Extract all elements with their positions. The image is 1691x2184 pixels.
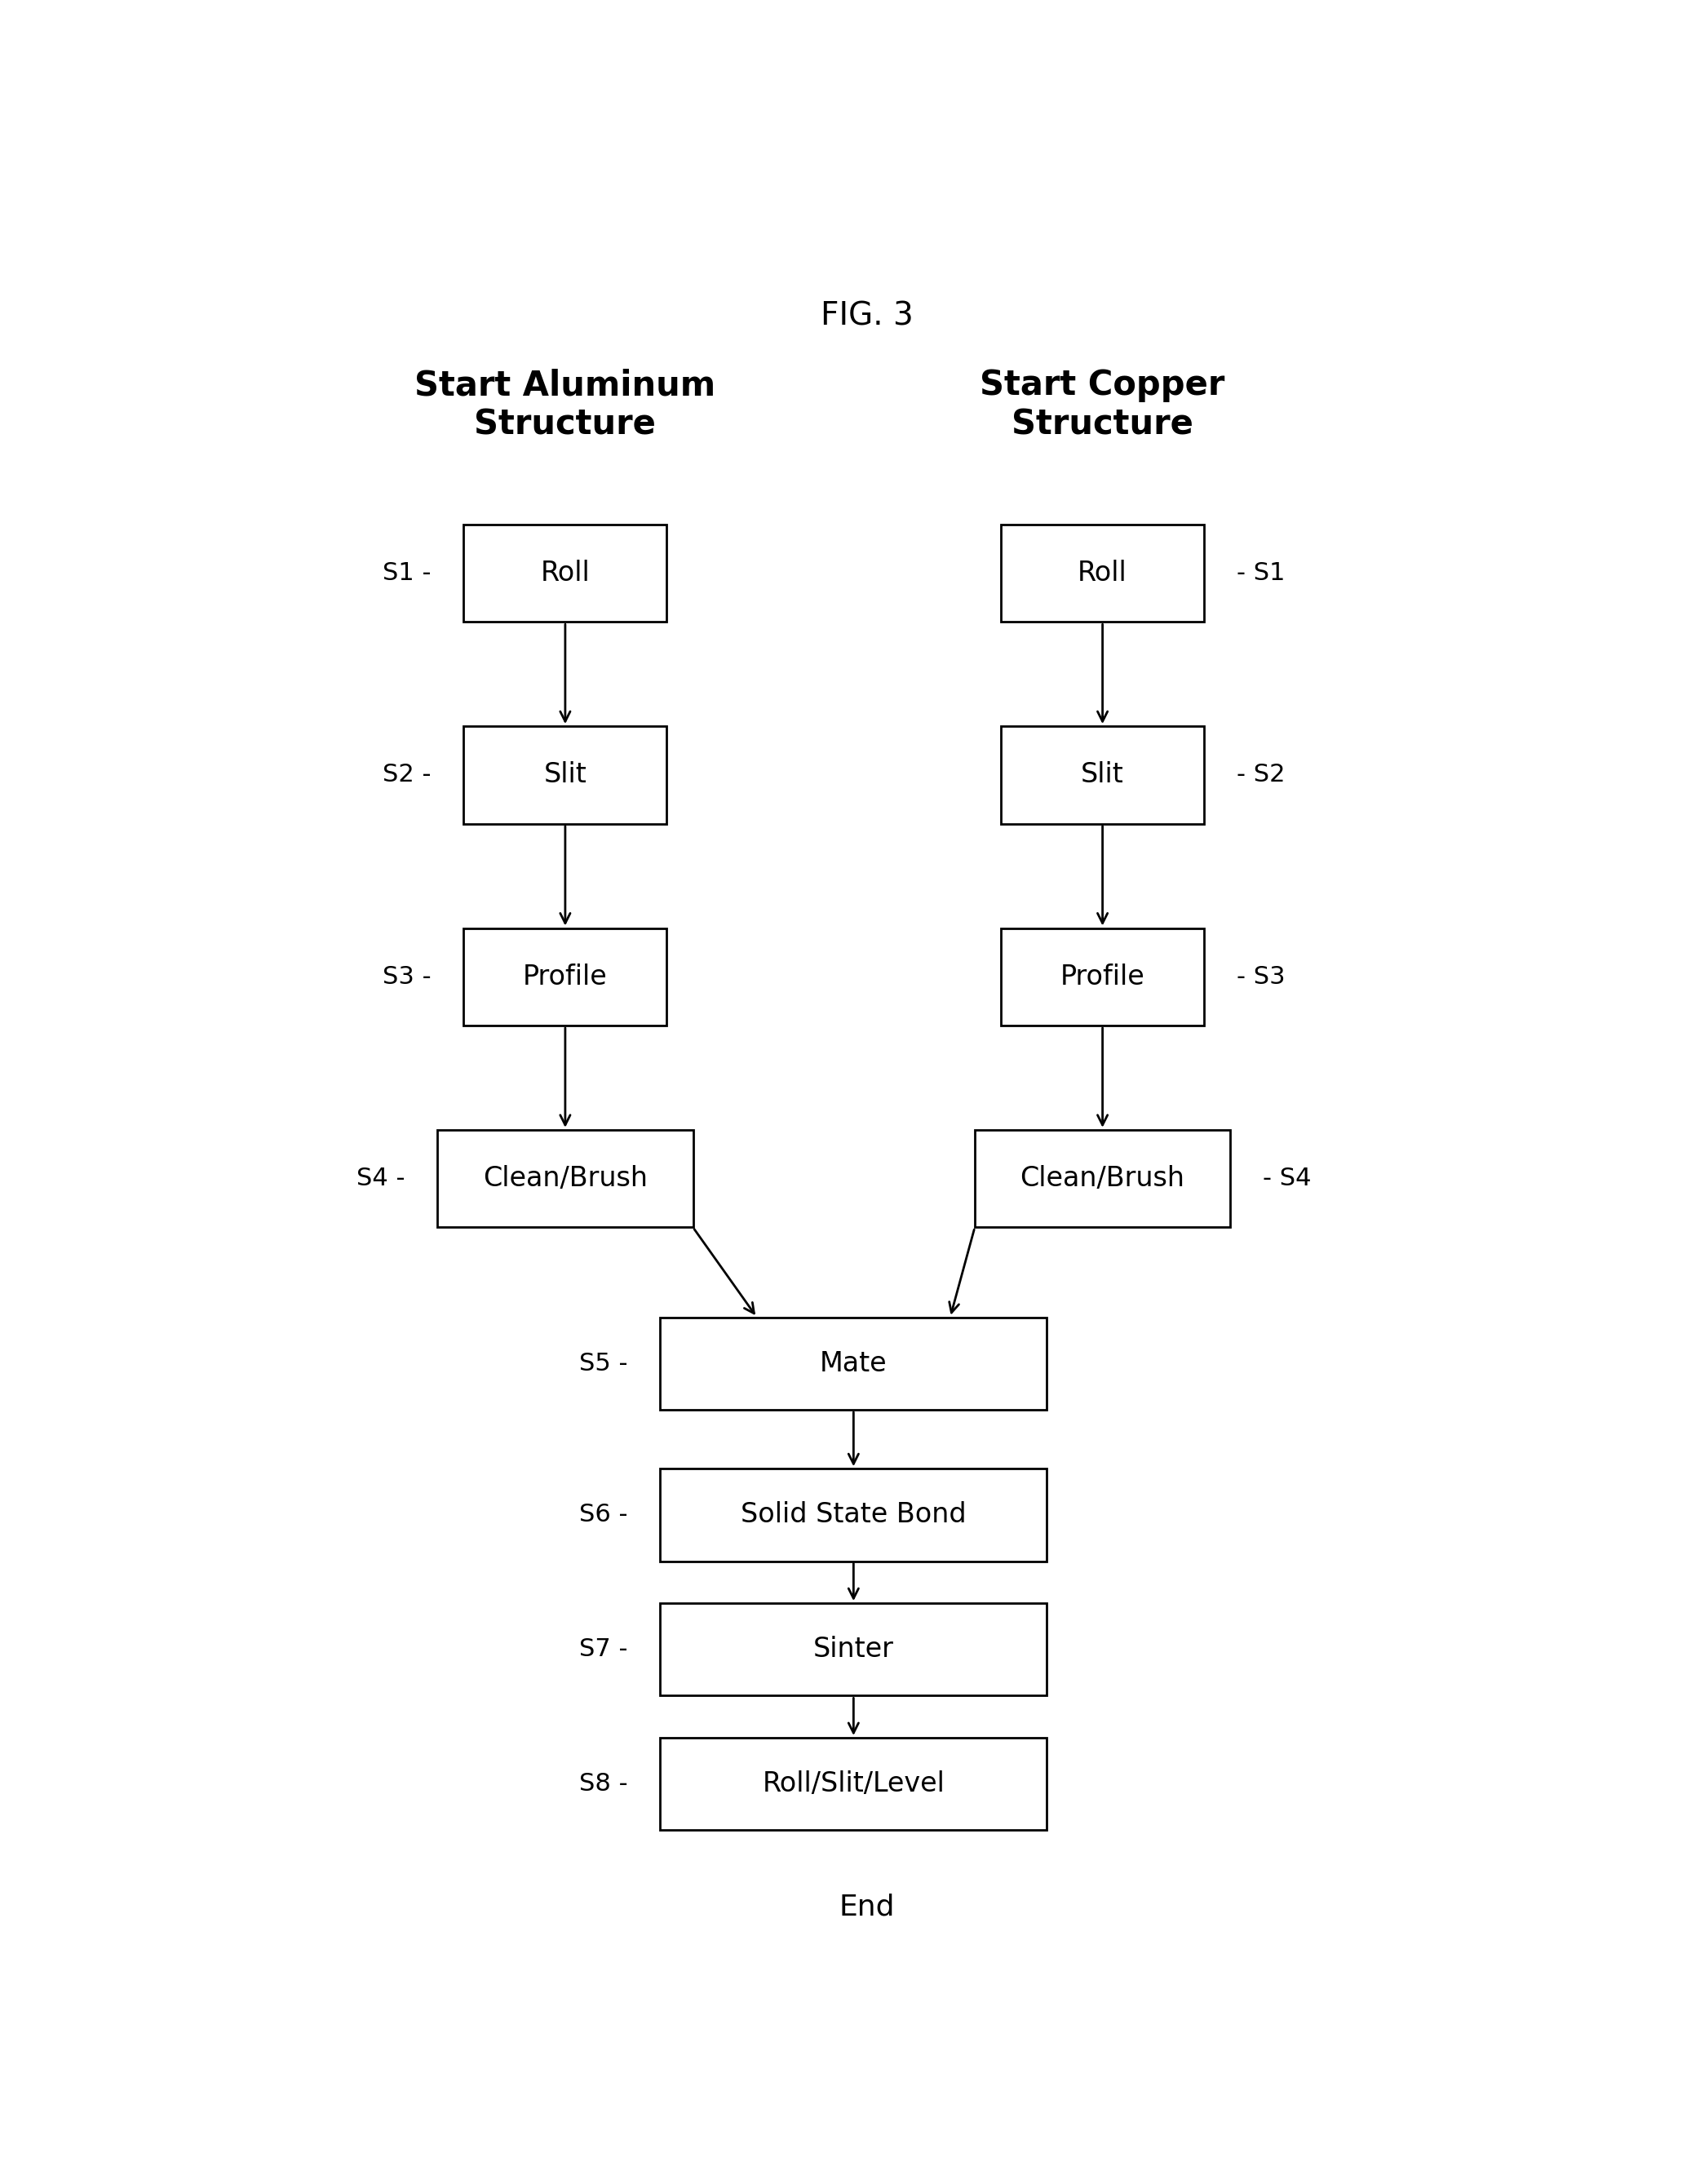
FancyBboxPatch shape xyxy=(438,1129,693,1227)
FancyBboxPatch shape xyxy=(659,1738,1047,1830)
FancyBboxPatch shape xyxy=(659,1468,1047,1562)
Text: Start Copper
Structure: Start Copper Structure xyxy=(981,369,1224,441)
Text: Start Aluminum
Structure: Start Aluminum Structure xyxy=(414,369,715,441)
Text: S4 -: S4 - xyxy=(357,1166,404,1190)
FancyBboxPatch shape xyxy=(659,1317,1047,1411)
Text: Clean/Brush: Clean/Brush xyxy=(1020,1164,1185,1192)
Text: S2 -: S2 - xyxy=(382,762,431,786)
Text: Slit: Slit xyxy=(545,762,587,788)
Text: S1 -: S1 - xyxy=(382,561,431,585)
FancyBboxPatch shape xyxy=(463,727,666,823)
Text: Sinter: Sinter xyxy=(813,1636,895,1662)
Text: FIG. 3: FIG. 3 xyxy=(820,301,913,332)
Text: Roll: Roll xyxy=(541,559,590,587)
Text: Roll: Roll xyxy=(1077,559,1128,587)
FancyBboxPatch shape xyxy=(1001,524,1204,622)
Text: Mate: Mate xyxy=(820,1350,888,1378)
Text: S3 -: S3 - xyxy=(382,965,431,989)
FancyBboxPatch shape xyxy=(463,524,666,622)
Text: S5 -: S5 - xyxy=(578,1352,627,1376)
Text: Slit: Slit xyxy=(1081,762,1125,788)
Text: - S3: - S3 xyxy=(1236,965,1285,989)
Text: Solid State Bond: Solid State Bond xyxy=(741,1500,966,1529)
Text: S8 -: S8 - xyxy=(578,1771,627,1795)
FancyBboxPatch shape xyxy=(463,928,666,1026)
Text: - S4: - S4 xyxy=(1263,1166,1312,1190)
Text: - S2: - S2 xyxy=(1236,762,1285,786)
Text: Profile: Profile xyxy=(523,963,607,989)
Text: S6 -: S6 - xyxy=(578,1503,627,1527)
FancyBboxPatch shape xyxy=(659,1603,1047,1695)
Text: Profile: Profile xyxy=(1060,963,1145,989)
Text: - S1: - S1 xyxy=(1236,561,1285,585)
Text: End: End xyxy=(839,1894,895,1920)
Text: S7 -: S7 - xyxy=(578,1638,627,1662)
FancyBboxPatch shape xyxy=(1001,727,1204,823)
FancyBboxPatch shape xyxy=(974,1129,1231,1227)
FancyBboxPatch shape xyxy=(1001,928,1204,1026)
Text: Clean/Brush: Clean/Brush xyxy=(484,1164,648,1192)
Text: Roll/Slit/Level: Roll/Slit/Level xyxy=(763,1771,945,1797)
